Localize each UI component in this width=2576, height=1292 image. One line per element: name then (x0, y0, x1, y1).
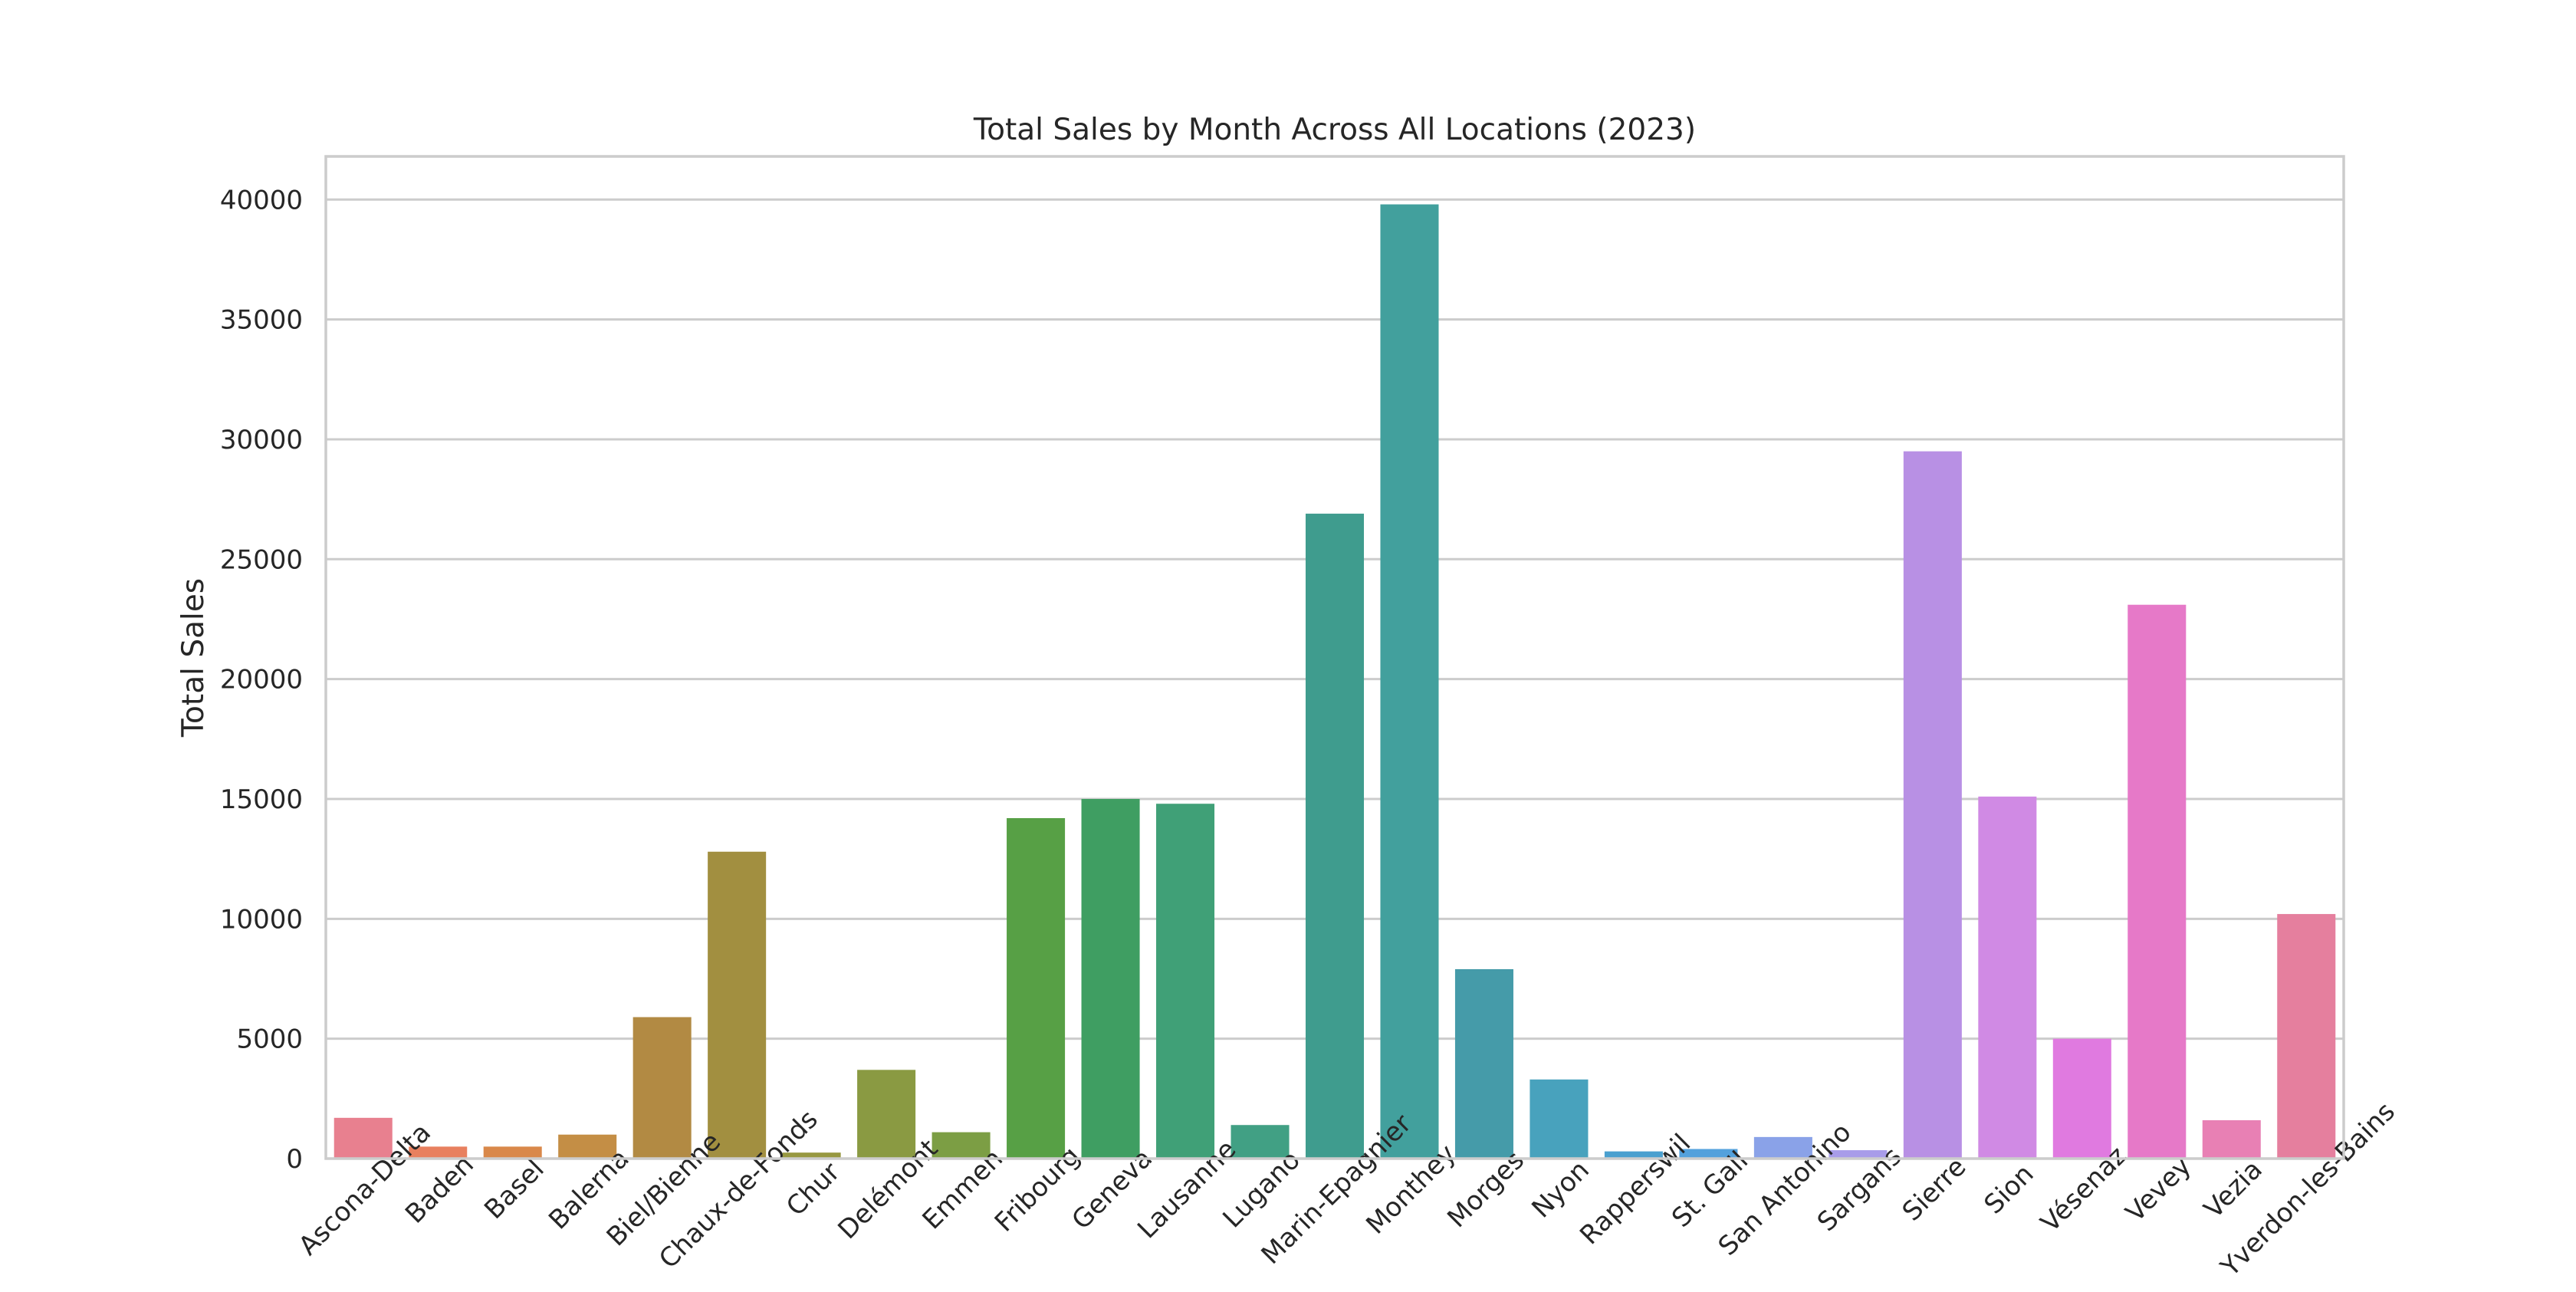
bar (2052, 1038, 2111, 1159)
bar (2128, 604, 2187, 1159)
bar (483, 1146, 542, 1159)
bar (1604, 1151, 1663, 1159)
bars (334, 204, 2336, 1159)
x-tick-label: Sierre (1897, 1152, 1973, 1228)
bar (558, 1134, 617, 1159)
x-tick-label: Nyon (1526, 1155, 1595, 1224)
y-tick-label: 5000 (236, 1024, 303, 1055)
x-tick-label: Sion (1978, 1159, 2039, 1220)
bar (1380, 204, 1439, 1159)
bar (1753, 1136, 1812, 1159)
y-axis-label: Total Sales (176, 578, 211, 738)
y-tick-label: 15000 (220, 784, 303, 815)
x-tick-label: Basel (478, 1153, 550, 1225)
y-tick-label: 10000 (220, 904, 303, 935)
bar (2277, 914, 2336, 1159)
y-tick-label: 30000 (220, 425, 303, 455)
bar (1829, 1150, 1888, 1159)
bar (632, 1017, 692, 1159)
plot-frame (324, 155, 2345, 1160)
y-tick-label: 40000 (220, 185, 303, 215)
bar (2202, 1119, 2261, 1159)
bar (1007, 817, 1066, 1159)
y-tick-label: 35000 (220, 305, 303, 336)
bar (334, 1117, 393, 1159)
bar (1679, 1149, 1738, 1159)
x-tick-label: Rapperswil (1574, 1128, 1697, 1251)
chart-title: Total Sales by Month Across All Location… (973, 113, 1696, 147)
bar (1305, 513, 1365, 1159)
bar (409, 1146, 468, 1159)
y-tick-label: 20000 (220, 665, 303, 695)
y-tick-labels: 0 5000 10000 15000 20000 25000 30000 35000 40000 (220, 185, 303, 1175)
x-tick-label: Chur (780, 1156, 846, 1221)
bar (1081, 798, 1140, 1159)
bar (782, 1152, 841, 1159)
bar (932, 1132, 991, 1159)
bar (857, 1070, 916, 1159)
x-tick-label: Vezia (2198, 1154, 2269, 1225)
bar (1230, 1125, 1290, 1159)
bar (1454, 968, 1513, 1159)
bar (1156, 804, 1215, 1159)
bar (708, 851, 767, 1159)
bar (1903, 451, 1962, 1159)
bar (1530, 1079, 1589, 1159)
y-tick-label: 25000 (220, 544, 303, 575)
y-tick-label: 0 (286, 1144, 303, 1175)
bar (1978, 796, 2037, 1159)
